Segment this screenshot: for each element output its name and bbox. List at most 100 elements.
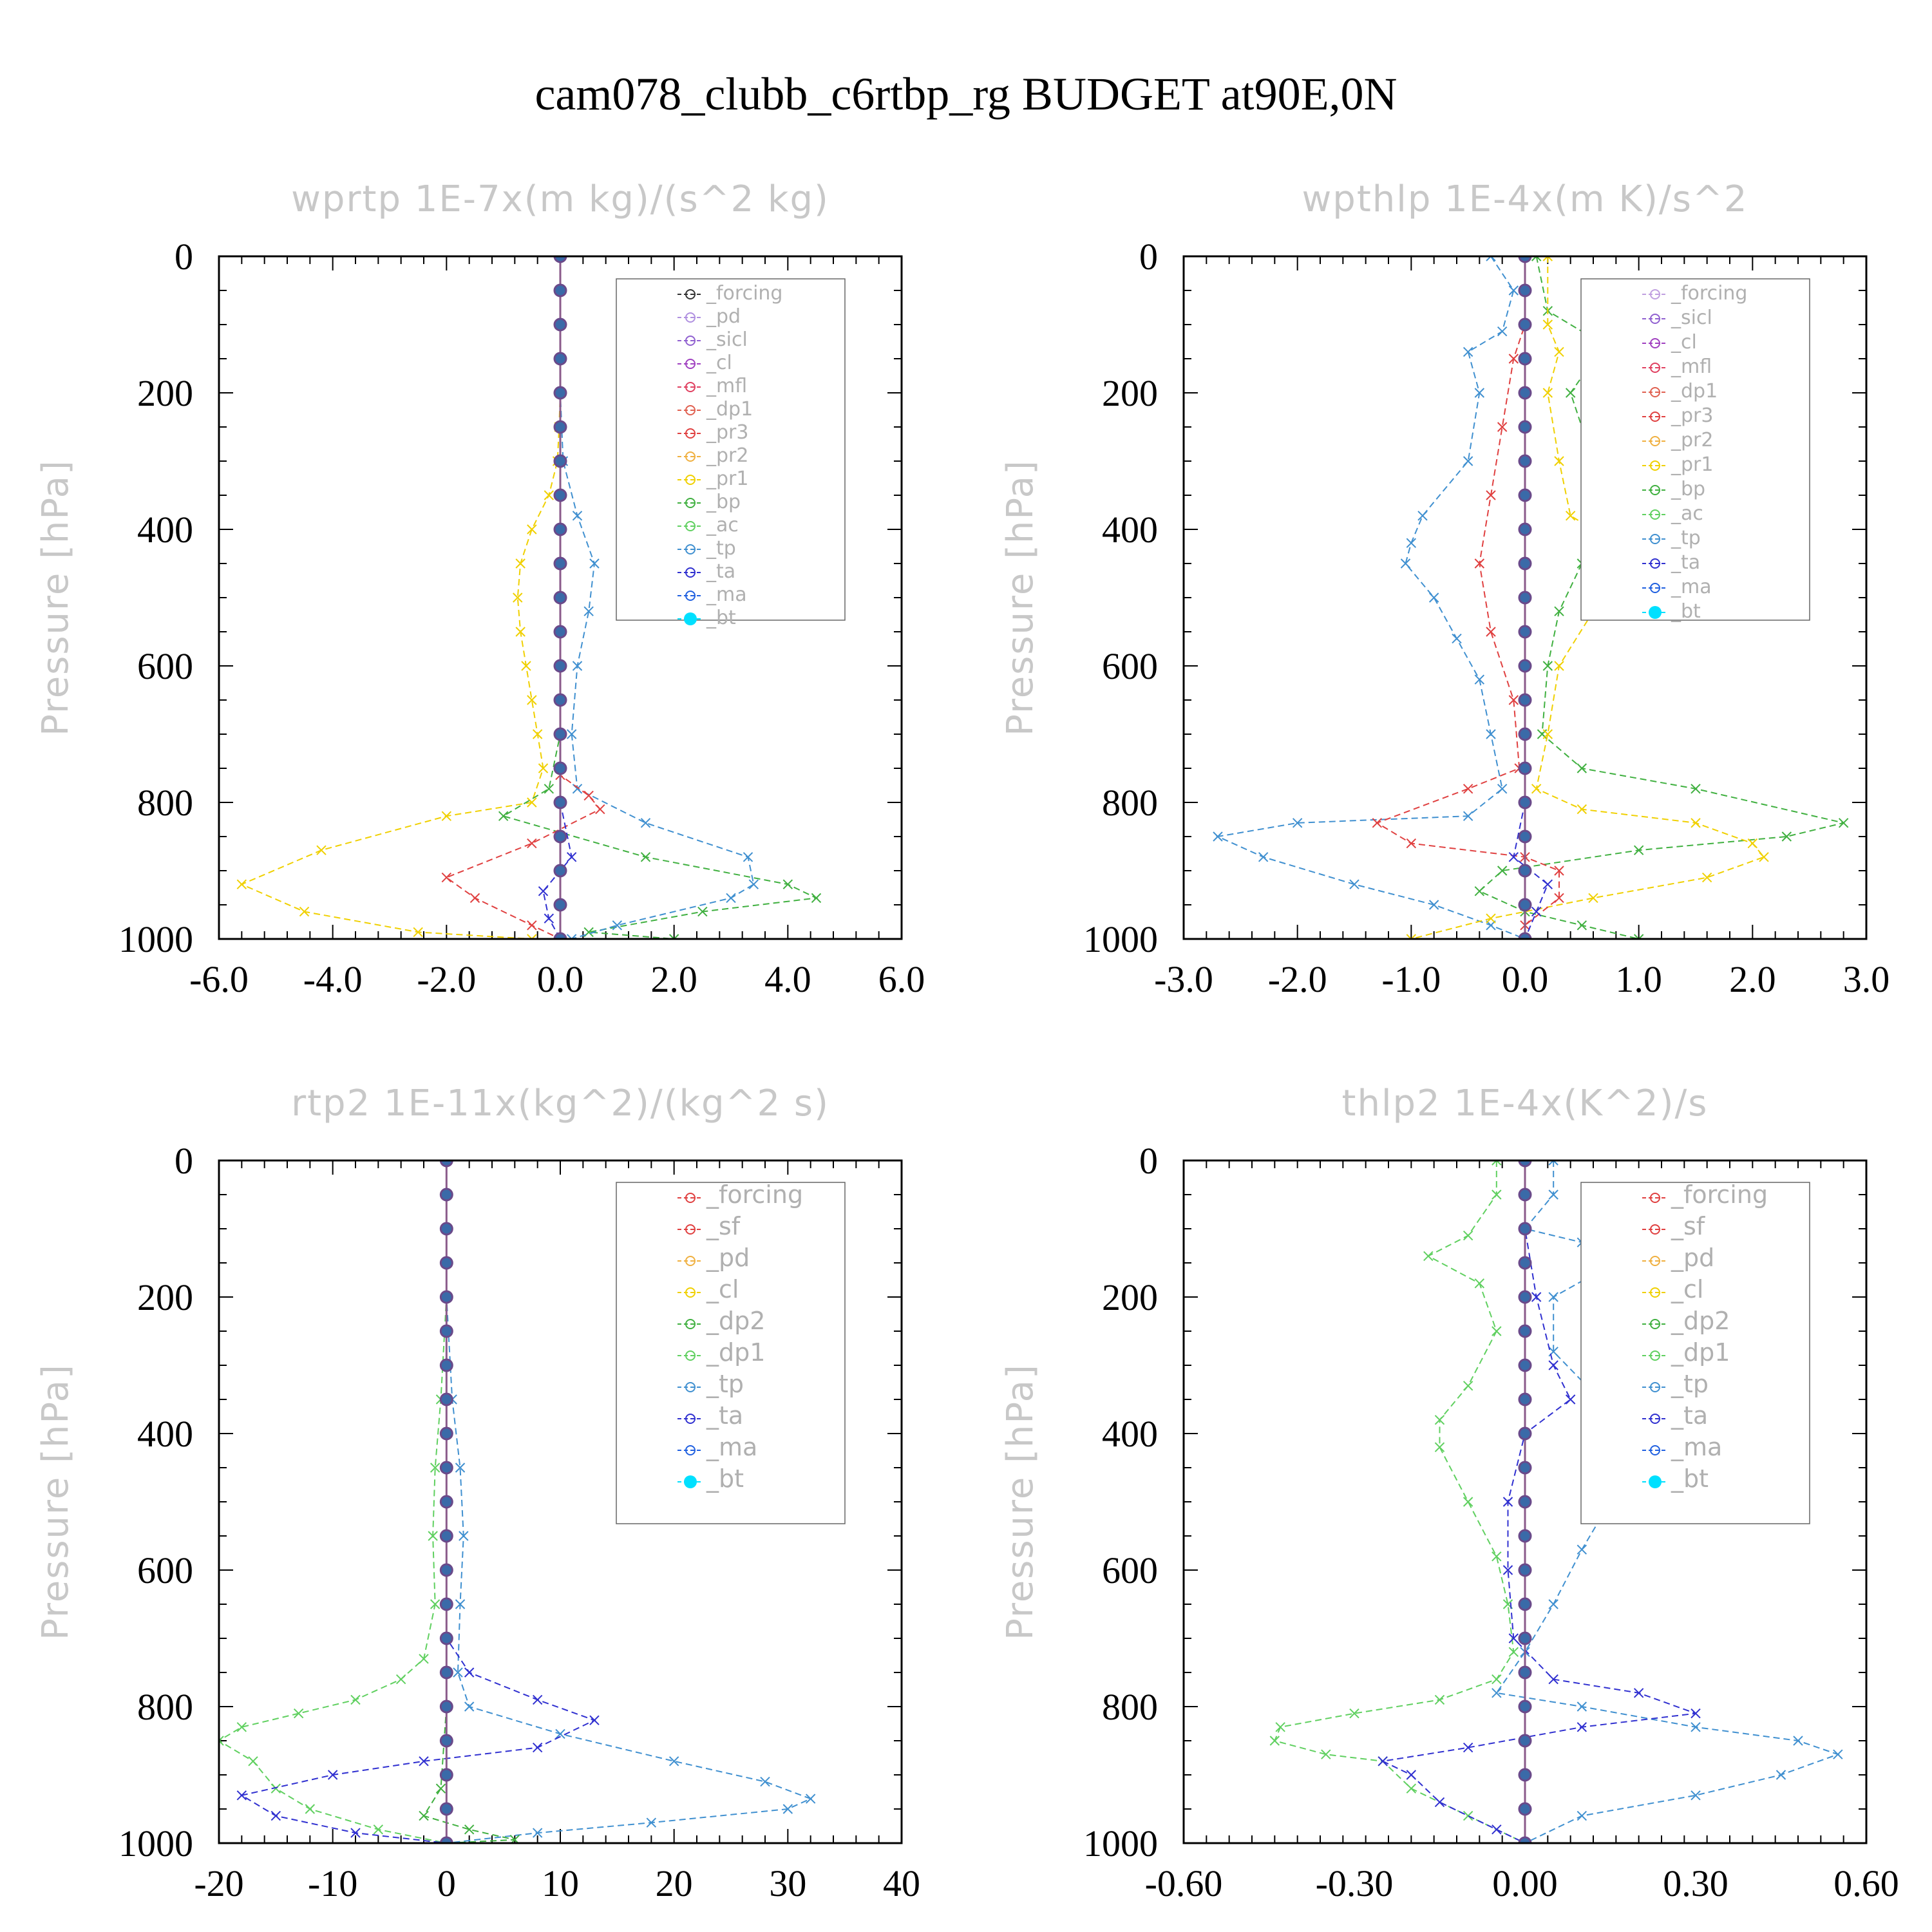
series-point_tp xyxy=(566,729,577,739)
series-point_pr3 xyxy=(527,838,537,849)
legend-entry: _mfl xyxy=(706,375,747,397)
legend-marker xyxy=(685,1287,696,1298)
legend-marker xyxy=(1649,606,1662,619)
x-tick-label: -4.0 xyxy=(303,958,363,1000)
series-point_tp xyxy=(572,511,583,521)
legend-marker xyxy=(685,1382,696,1392)
legend-entry: _dp1 xyxy=(1671,380,1718,402)
legend-entry: _ta xyxy=(706,1401,743,1430)
legend-entry: _tp xyxy=(706,1370,744,1398)
chart-panel-2: wpthlp 1E-4x(m K)/s^2 Pressure [hPa] -3.0 -… xyxy=(999,178,1889,1000)
series-point_ta xyxy=(419,1756,429,1766)
legend-box xyxy=(616,278,846,621)
panel-title: rtp2 1E-11x(kg^2)/(kg^2 s) xyxy=(291,1083,829,1124)
series-point_bt xyxy=(1518,1529,1532,1543)
series-point_pr3 xyxy=(1474,558,1485,569)
series-point_ta xyxy=(1548,1360,1558,1370)
legend-marker xyxy=(1650,534,1660,544)
series-point_tp xyxy=(1548,1160,1558,1166)
series-point_tp xyxy=(1497,784,1508,794)
series-point_bt xyxy=(439,1392,453,1406)
series-point_bt xyxy=(1518,1222,1532,1236)
series-point_bp xyxy=(668,934,679,939)
series-point_pr1 xyxy=(527,934,537,939)
series-point_bt xyxy=(1518,1188,1532,1202)
series-point_bt xyxy=(1518,556,1532,571)
legend-entry: _sicl xyxy=(706,328,748,351)
series-point_bp xyxy=(1565,388,1576,398)
series-point_bt xyxy=(553,625,567,639)
series-point_bt xyxy=(439,1324,453,1338)
legend-marker xyxy=(685,1414,696,1424)
series-line_pr1 xyxy=(240,256,561,939)
legend-entry: _mfl xyxy=(1671,355,1712,378)
legend-entry: _pr3 xyxy=(1671,404,1713,427)
legend-marker xyxy=(1650,1414,1660,1424)
series-point_bt xyxy=(1518,761,1532,775)
series-point_bt xyxy=(553,454,567,468)
series-point_bp xyxy=(544,784,554,794)
series-line_pr3 xyxy=(445,256,601,939)
series-point_tp xyxy=(459,1531,469,1541)
x-tick-label: -1.0 xyxy=(1381,958,1441,1000)
series-point_bp xyxy=(1542,661,1553,671)
y-tick-label: 600 xyxy=(1102,645,1158,687)
series-point_pr1 xyxy=(1690,818,1701,828)
legend-entry: _ac xyxy=(1671,502,1703,525)
series-line_ta xyxy=(240,1160,596,1843)
series-point_dp1 xyxy=(430,1599,440,1609)
series-point_dp1 xyxy=(270,1783,281,1794)
legend-marker xyxy=(685,567,696,578)
legend-entry: _bt xyxy=(706,607,736,629)
series-point_bt xyxy=(553,352,567,366)
series-point_pr3 xyxy=(583,790,594,801)
series-point_tp xyxy=(589,558,600,569)
series-point_bt xyxy=(1518,1392,1532,1406)
series-point_tp xyxy=(1508,285,1519,296)
series-point_pr1 xyxy=(527,797,537,808)
series-point_bt xyxy=(553,795,567,810)
series-point_tp xyxy=(1548,1189,1558,1200)
series-point_ta xyxy=(236,1790,247,1801)
legend-entry: _ma xyxy=(706,1433,757,1461)
series-point_tp xyxy=(1258,852,1269,862)
legend-entry: _bp xyxy=(1671,478,1705,500)
series-point_tp xyxy=(668,1756,679,1766)
series-point_ta xyxy=(538,886,549,896)
legend-entry: _tp xyxy=(1671,527,1701,549)
y-axis-label: Pressure [hPa] xyxy=(999,459,1041,736)
y-tick-label: 200 xyxy=(137,1276,193,1318)
legend-marker xyxy=(1650,509,1660,520)
series-point_bp xyxy=(1781,831,1792,842)
legend-entry: _pr2 xyxy=(1671,429,1713,451)
series-point_pr1 xyxy=(1542,319,1553,330)
series-point_bt xyxy=(553,693,567,707)
x-tick-label: 10 xyxy=(542,1862,579,1904)
legend-marker xyxy=(1649,1475,1662,1488)
series-point_ta xyxy=(544,913,554,923)
series-point_bp xyxy=(1497,866,1508,876)
series-line_dp2 xyxy=(422,1160,515,1843)
series-point_tp xyxy=(1548,1292,1558,1302)
series-point_ta xyxy=(1690,1708,1701,1719)
series-point_dp1 xyxy=(1463,1230,1473,1241)
y-tick-label: 1000 xyxy=(1083,1823,1158,1864)
legend-entry: _dp1 xyxy=(706,398,753,421)
x-tick-label: -0.30 xyxy=(1316,1862,1394,1904)
series-point_bt xyxy=(1518,454,1532,468)
series-point_pr1 xyxy=(1577,804,1587,815)
series-point_tp xyxy=(1406,538,1417,548)
series-point_dp1 xyxy=(428,1531,438,1541)
series-point_bp xyxy=(1554,606,1564,616)
figure-title: cam078_clubb_c6rtbp_rg BUDGET at90E,0N xyxy=(535,68,1397,120)
legend-box xyxy=(1580,278,1810,621)
series-point_ta xyxy=(1548,1674,1558,1685)
series-point_bt xyxy=(553,591,567,605)
series-point_bt xyxy=(1518,1256,1532,1270)
y-axis-label: Pressure [hPa] xyxy=(999,1363,1041,1640)
series-point_dp1 xyxy=(395,1674,406,1685)
y-tick-label: 0 xyxy=(175,236,193,278)
series-point_pr3 xyxy=(1554,893,1564,904)
y-tick-label: 600 xyxy=(137,645,193,687)
series-point_bp xyxy=(1577,763,1587,773)
